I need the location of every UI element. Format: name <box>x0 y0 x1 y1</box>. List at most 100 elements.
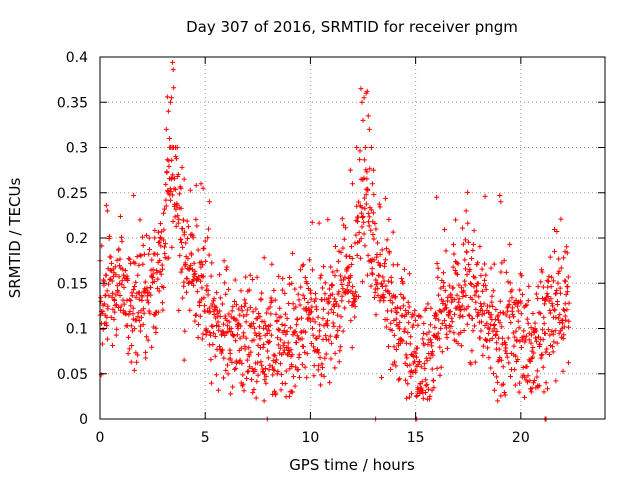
data-point <box>494 374 500 380</box>
data-point <box>345 289 351 295</box>
data-point <box>217 308 223 314</box>
data-point <box>470 241 476 247</box>
data-point <box>500 310 506 316</box>
data-point <box>161 285 167 291</box>
data-point <box>294 333 300 339</box>
data-point <box>283 331 289 337</box>
data-point <box>278 337 284 343</box>
data-point <box>505 335 511 341</box>
data-point <box>314 307 320 313</box>
data-point <box>546 274 552 280</box>
data-point <box>478 328 484 334</box>
data-point <box>444 305 450 311</box>
data-point <box>415 361 421 367</box>
data-point <box>141 251 147 257</box>
data-point <box>257 336 263 342</box>
data-point <box>329 283 335 289</box>
data-point <box>469 296 475 302</box>
data-point <box>157 239 163 245</box>
data-point <box>456 304 462 310</box>
data-point <box>104 314 110 320</box>
data-point <box>310 316 316 322</box>
data-point <box>156 288 162 294</box>
y-axis-label: SRMTID / TECUs <box>6 178 24 299</box>
data-point <box>458 330 464 336</box>
data-point <box>225 371 231 377</box>
data-point <box>543 349 549 355</box>
data-point <box>211 330 217 336</box>
data-point <box>528 325 534 331</box>
data-point <box>243 274 249 280</box>
data-point <box>146 235 152 241</box>
data-point <box>246 345 252 351</box>
data-point <box>449 299 455 305</box>
data-point <box>505 308 511 314</box>
data-point <box>517 287 523 293</box>
data-point <box>242 297 248 303</box>
data-point <box>221 258 227 264</box>
data-point <box>336 289 342 295</box>
data-point <box>535 296 541 302</box>
data-point <box>484 320 490 326</box>
data-point <box>278 387 284 393</box>
data-point <box>456 282 462 288</box>
data-point <box>220 347 226 353</box>
data-point <box>330 310 336 316</box>
data-point <box>478 273 484 279</box>
data-point <box>243 300 249 306</box>
data-point <box>414 345 420 351</box>
data-point <box>178 269 184 275</box>
data-point <box>255 351 261 357</box>
data-point <box>512 334 518 340</box>
data-point <box>395 323 401 329</box>
data-point <box>198 181 204 187</box>
data-point <box>329 291 335 297</box>
data-point <box>134 254 140 260</box>
data-point <box>541 314 547 320</box>
data-point <box>302 349 308 355</box>
data-point <box>516 389 522 395</box>
y-tick-label: 0.3 <box>66 141 88 157</box>
data-point <box>313 335 319 341</box>
data-point <box>520 364 526 370</box>
data-point <box>397 319 403 325</box>
data-point <box>250 309 256 315</box>
data-point <box>176 307 182 313</box>
data-point <box>165 108 171 114</box>
data-point <box>461 288 467 294</box>
data-point <box>527 358 533 364</box>
data-point <box>381 278 387 284</box>
data-point <box>239 360 245 366</box>
data-point <box>539 352 545 358</box>
data-point <box>539 352 545 358</box>
data-point <box>401 328 407 334</box>
data-point <box>505 279 511 285</box>
data-point <box>508 320 514 326</box>
data-point <box>444 335 450 341</box>
data-point <box>267 362 273 368</box>
data-point <box>180 295 186 301</box>
data-point <box>451 330 457 336</box>
data-point <box>366 219 372 225</box>
data-point <box>417 389 423 395</box>
data-point <box>300 292 306 298</box>
data-point <box>272 297 278 303</box>
data-point <box>466 312 472 318</box>
data-point <box>304 281 310 287</box>
data-point <box>483 283 489 289</box>
data-point <box>463 208 469 214</box>
data-point <box>221 321 227 327</box>
data-point <box>161 227 167 233</box>
data-point <box>393 347 399 353</box>
data-point <box>352 240 358 246</box>
data-point <box>544 346 550 352</box>
data-point <box>217 272 223 278</box>
data-point <box>394 310 400 316</box>
data-point <box>443 325 449 331</box>
data-point <box>109 278 115 284</box>
data-point <box>330 320 336 326</box>
data-point <box>518 300 524 306</box>
data-point <box>166 255 172 261</box>
data-point <box>332 350 338 356</box>
data-point <box>344 268 350 274</box>
